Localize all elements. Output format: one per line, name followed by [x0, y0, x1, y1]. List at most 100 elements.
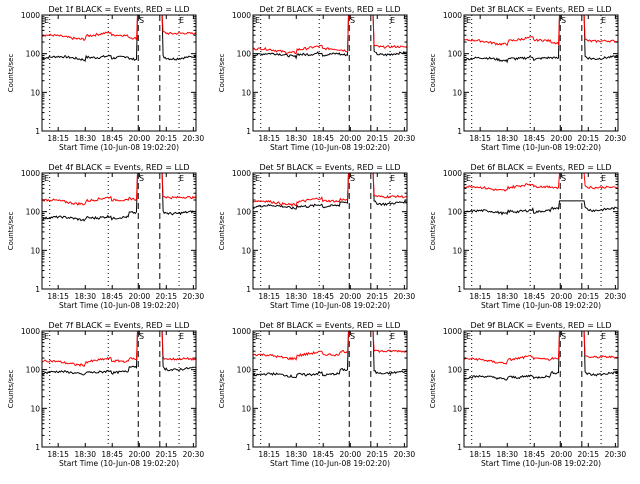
event-marker-s: S [350, 16, 355, 25]
x-tick-label: 18:15 [258, 450, 280, 459]
event-marker-e: E [390, 174, 395, 183]
event-marker-e: E [466, 16, 471, 25]
event-marker-s: S [139, 16, 144, 25]
y-tick-label: 1 [457, 443, 462, 452]
x-tick-label: 18:30 [285, 450, 307, 459]
x-axis-label: Start Time (10-Jun-08 19:02:20) [59, 459, 179, 468]
plot-frame [252, 330, 408, 448]
plot-frame [463, 172, 619, 290]
x-tick-label: 20:15 [366, 292, 388, 301]
chart-title: Det 6f BLACK = Events, RED = LLD [470, 163, 611, 172]
chart-title: Det 9f BLACK = Events, RED = LLD [470, 321, 611, 330]
y-axis-label: Counts/sec [218, 212, 226, 251]
y-tick-label: 10 [30, 404, 40, 413]
series-line-events [252, 14, 408, 60]
y-tick-label: 100 [26, 366, 41, 375]
x-tick-label: 20:30 [605, 134, 627, 143]
y-tick-label: 1000 [21, 327, 40, 336]
x-axis-label: Start Time (10-Jun-08 19:02:20) [481, 143, 601, 152]
chart-panel-7: Det 7f BLACK = Events, RED = LLD Counts/s… [7, 321, 204, 468]
y-axis-label: Counts/sec [7, 54, 15, 93]
x-tick-label: 20:30 [605, 292, 627, 301]
y-tick-label: 1000 [21, 169, 40, 178]
y-tick-label: 10 [30, 88, 40, 97]
chart-panel-8: Det 8f BLACK = Events, RED = LLD Counts/s… [218, 321, 415, 468]
x-tick-label: 20:00 [340, 450, 362, 459]
y-tick-label: 10 [241, 404, 251, 413]
y-tick-label: 100 [26, 50, 41, 59]
chart-title: Det 5f BLACK = Events, RED = LLD [259, 163, 400, 172]
plot-frame [463, 330, 619, 448]
chart-panel-5: Det 5f BLACK = Events, RED = LLD Counts/s… [218, 163, 415, 310]
x-tick-label: 18:45 [101, 292, 123, 301]
y-tick-label: 10 [30, 246, 40, 255]
x-tick-label: 18:45 [312, 450, 334, 459]
event-marker-e: E [390, 16, 395, 25]
event-marker-e: E [466, 332, 471, 341]
x-tick-label: 18:15 [47, 292, 69, 301]
chart-panel-4: Det 4f BLACK = Events, RED = LLD Counts/s… [7, 163, 204, 310]
x-tick-label: 18:30 [496, 292, 518, 301]
series-line-lld [463, 330, 619, 365]
x-tick-label: 20:00 [129, 292, 151, 301]
y-tick-label: 1000 [443, 327, 462, 336]
chart-title: Det 7f BLACK = Events, RED = LLD [48, 321, 189, 330]
y-tick-label: 1000 [232, 11, 251, 20]
y-tick-label: 10 [452, 404, 462, 413]
event-marker-s: S [561, 174, 566, 183]
y-tick-label: 1 [35, 443, 40, 452]
series-line-lld [41, 14, 197, 42]
y-tick-label: 100 [26, 208, 41, 217]
x-tick-label: 20:30 [394, 450, 416, 459]
x-tick-label: 20:30 [183, 134, 205, 143]
series-line-lld [41, 330, 197, 368]
plot-frame [252, 14, 408, 132]
series-line-events [463, 200, 619, 216]
plot-frame [252, 172, 408, 290]
x-tick-label: 18:45 [312, 134, 334, 143]
event-marker-s: S [561, 332, 566, 341]
x-tick-label: 20:30 [183, 450, 205, 459]
chart-title: Det 2f BLACK = Events, RED = LLD [259, 5, 400, 14]
x-tick-label: 20:00 [551, 292, 573, 301]
event-marker-e: E [601, 174, 606, 183]
series-line-events [41, 172, 197, 222]
series-line-events [41, 14, 197, 63]
series-line-lld [41, 172, 197, 206]
y-axis-label: Counts/sec [218, 54, 226, 93]
x-tick-label: 18:45 [523, 450, 545, 459]
y-tick-label: 1000 [21, 11, 40, 20]
x-axis-label: Start Time (10-Jun-08 19:02:20) [59, 143, 179, 152]
event-marker-s: S [139, 332, 144, 341]
x-tick-label: 18:30 [74, 292, 96, 301]
event-marker-e: E [601, 16, 606, 25]
x-tick-label: 18:45 [523, 134, 545, 143]
y-tick-label: 100 [448, 366, 463, 375]
x-tick-label: 18:45 [101, 450, 123, 459]
series-line-lld [252, 14, 408, 55]
event-marker-e: E [44, 16, 49, 25]
x-tick-label: 20:00 [551, 450, 573, 459]
x-axis-label: Start Time (10-Jun-08 19:02:20) [270, 143, 390, 152]
x-tick-label: 18:30 [285, 134, 307, 143]
y-tick-label: 10 [241, 246, 251, 255]
event-marker-e: E [179, 332, 184, 341]
event-marker-e: E [255, 16, 260, 25]
event-marker-e: E [179, 16, 184, 25]
chart-title: Det 8f BLACK = Events, RED = LLD [259, 321, 400, 330]
x-tick-label: 20:15 [155, 134, 177, 143]
x-tick-label: 20:30 [394, 134, 416, 143]
x-tick-label: 20:15 [577, 134, 599, 143]
x-tick-label: 18:45 [101, 134, 123, 143]
x-tick-label: 20:15 [366, 450, 388, 459]
event-marker-e: E [44, 332, 49, 341]
x-tick-label: 18:30 [285, 292, 307, 301]
x-tick-label: 18:30 [496, 134, 518, 143]
series-line-lld [463, 14, 619, 47]
event-marker-e: E [255, 332, 260, 341]
x-tick-label: 20:00 [129, 134, 151, 143]
x-tick-label: 18:15 [469, 450, 491, 459]
x-tick-label: 18:30 [496, 450, 518, 459]
x-tick-label: 20:00 [551, 134, 573, 143]
